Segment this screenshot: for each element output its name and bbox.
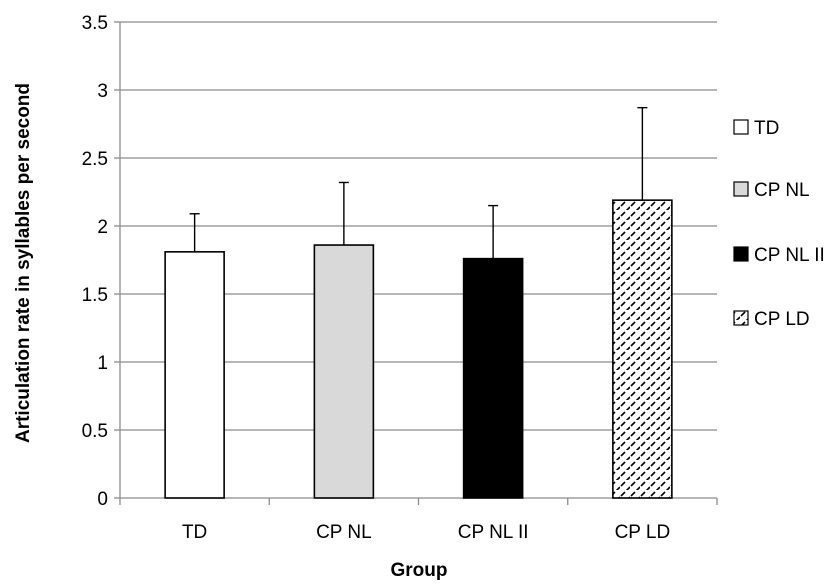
legend-swatch-cp-ld <box>733 310 749 326</box>
bars <box>164 199 673 499</box>
legend-label: CP NL II <box>754 245 825 266</box>
y-tick-label: 1.5 <box>82 285 108 306</box>
y-tick-label: 3 <box>97 81 108 102</box>
legend-label: TD <box>754 118 779 139</box>
x-tick-label: CP NL II <box>458 522 529 543</box>
legend-swatch-cp-nl-ii <box>733 246 749 262</box>
legend-swatch-cp-nl <box>733 181 749 197</box>
y-tick-label: 1 <box>97 353 108 374</box>
x-tick-label: TD <box>182 522 207 543</box>
y-tick-label: 2 <box>97 217 108 238</box>
y-tick-label: 0.5 <box>82 421 108 442</box>
y-tick-labels: 0 0.5 1 1.5 2 2.5 3 3.5 <box>82 13 108 510</box>
legend-swatch-td <box>733 119 749 135</box>
bar-td <box>164 251 225 499</box>
legend: TD CP NL CP NL II CP LD <box>733 118 825 330</box>
y-tick-label: 2.5 <box>82 149 108 170</box>
x-tick-label: CP NL <box>316 522 372 543</box>
error-bars <box>189 106 648 259</box>
legend-label: CP NL <box>754 180 810 201</box>
bar-cp-ld <box>612 199 673 499</box>
legend-label: CP LD <box>754 309 810 330</box>
x-axis-title: Group <box>391 560 448 581</box>
x-tick-label: CP LD <box>615 522 671 543</box>
y-tick-label: 3.5 <box>82 13 108 34</box>
bar-cp-nl-ii <box>462 257 524 499</box>
y-axis-title: Articulation rate in syllables per secon… <box>13 83 34 443</box>
y-tick-label: 0 <box>97 489 108 510</box>
bar-cp-nl <box>313 244 375 499</box>
x-tick-labels: TD CP NL CP NL II CP LD <box>182 522 670 543</box>
